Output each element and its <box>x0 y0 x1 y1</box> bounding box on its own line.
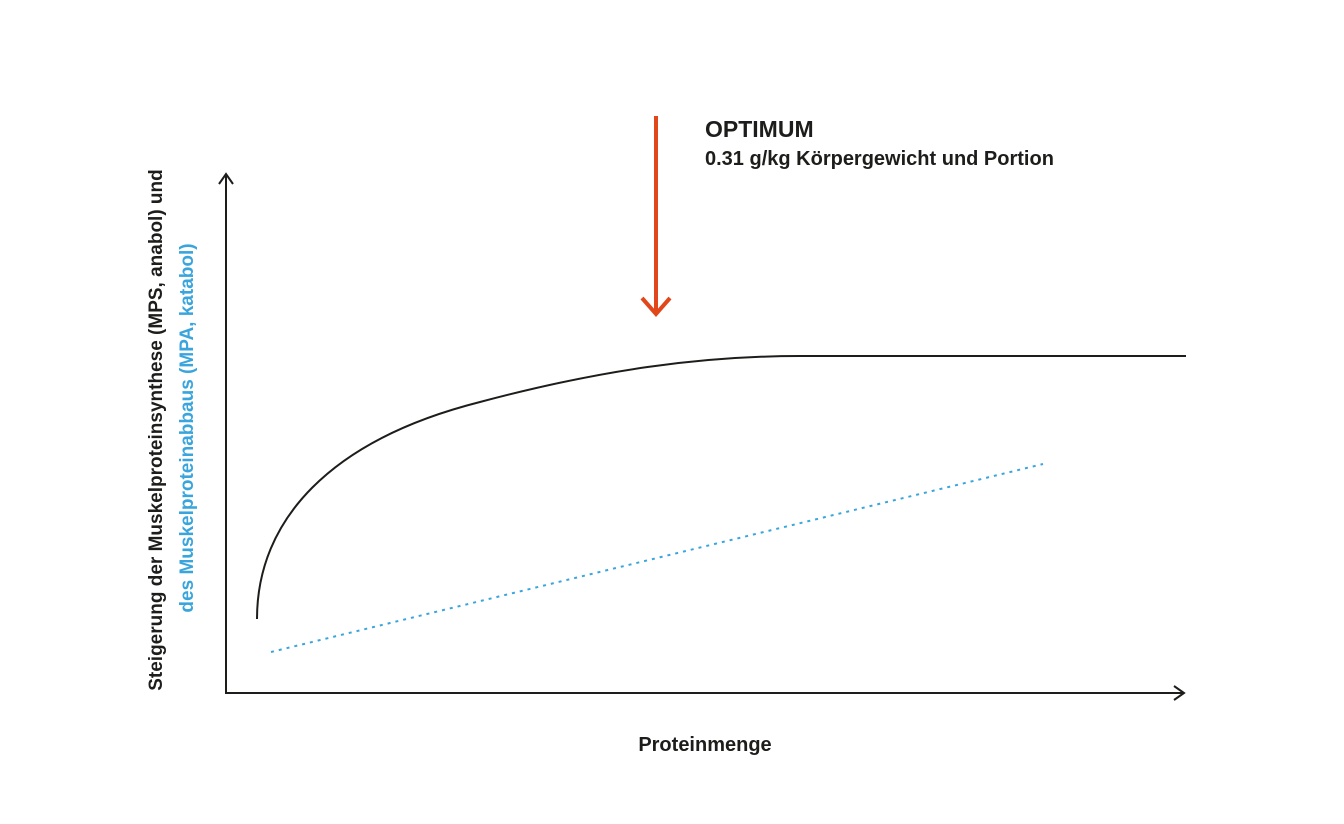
y-axis-label-secondary: des Muskelproteinabbaus (MPA, katabol) <box>177 243 198 612</box>
y-axis-label: Steigerung der Muskelproteinsynthese (MP… <box>146 169 167 691</box>
x-axis-arrow <box>1173 685 1186 701</box>
y-axis-arrow <box>218 172 234 185</box>
x-axis-label: Proteinmenge <box>638 734 771 756</box>
annotation-title: OPTIMUM <box>705 116 814 142</box>
optimum-arrow-head <box>640 296 672 318</box>
annotation-subtitle: 0.31 g/kg Körpergewicht und Portion <box>705 148 1054 170</box>
mps-curve <box>256 355 1186 620</box>
